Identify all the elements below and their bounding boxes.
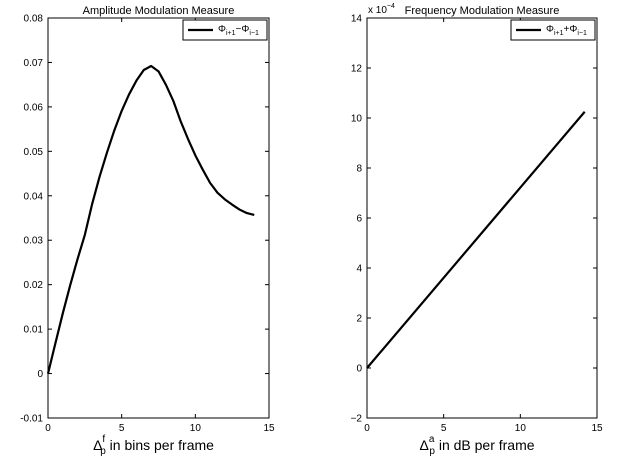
x-axis-label: Δf p in bins per frame	[93, 434, 214, 457]
y-tick-label: 0.07	[24, 58, 44, 69]
y-tick-label: 14	[351, 14, 363, 25]
legend-op: −Φ	[236, 24, 250, 35]
y-tick-label: 8	[356, 164, 362, 175]
y-tick-label: 0.03	[24, 236, 44, 247]
y-tick-label: 0.02	[24, 280, 44, 291]
x-tick-label: 5	[441, 423, 447, 434]
x-label-symbol: Δ	[419, 437, 428, 453]
y-tick-label: 0	[37, 369, 43, 380]
x-label-sup: f	[102, 434, 105, 445]
x-label-symbol: Δ	[93, 437, 102, 453]
x-axis-label: Δa p in dB per frame	[419, 434, 534, 457]
legend-phi: Φ	[218, 24, 226, 35]
y-tick-label: -0.01	[20, 414, 43, 425]
y-tick-label: 0.08	[24, 14, 44, 25]
y-tick-label: 0.04	[24, 191, 44, 202]
x-tick-label: 0	[45, 423, 51, 434]
x-label-text: in dB per frame	[435, 437, 535, 453]
y-scale-exponent: −4	[387, 3, 395, 10]
legend: Φi+1+Φi−1	[510, 19, 596, 41]
legend: Φi+1−Φi−1	[182, 19, 268, 41]
chart-title: Amplitude Modulation Measure	[83, 5, 235, 17]
y-tick-label: 0.01	[24, 325, 44, 336]
y-tick-label: 12	[351, 64, 363, 75]
y-tick-label: 6	[356, 214, 362, 225]
x-tick-label: 0	[364, 423, 370, 434]
legend-box	[510, 19, 596, 41]
y-scale-label: x 10−4	[368, 3, 395, 16]
y-scale-base: x 10	[368, 5, 387, 16]
legend-sub-2: i−1	[577, 30, 587, 37]
legend-sub-1: i+1	[226, 30, 236, 37]
x-tick-label: 15	[591, 423, 603, 434]
series-line-1	[46, 64, 255, 374]
y-tick-label: 2	[356, 314, 362, 325]
legend-label: Φi+1+Φi−1	[546, 24, 587, 37]
y-tick-label: 0.05	[24, 147, 44, 158]
y-tick-label: −2	[351, 414, 363, 425]
axes-frame	[366, 17, 598, 419]
y-tick-label: 0.06	[24, 102, 44, 113]
x-label-sup: a	[429, 434, 435, 445]
x-tick-label: 10	[515, 423, 527, 434]
axes-frame	[47, 17, 270, 419]
x-tick-label: 15	[263, 423, 275, 434]
legend-label: Φi+1−Φi−1	[218, 24, 259, 37]
legend-sub-2: i−1	[249, 30, 259, 37]
y-tick-label: 10	[351, 114, 363, 125]
legend-sub-1: i+1	[554, 30, 564, 37]
x-tick-label: 10	[190, 423, 202, 434]
legend-box	[182, 19, 268, 41]
chart-title: Frequency Modulation Measure	[405, 5, 560, 17]
y-tick-label: 4	[356, 264, 362, 275]
x-tick-label: 5	[119, 423, 125, 434]
y-tick-label: 0	[356, 364, 362, 375]
legend-op: +Φ	[564, 24, 578, 35]
x-label-sub: p	[100, 446, 106, 457]
series-line-1	[366, 111, 586, 369]
x-label-sub: p	[429, 446, 435, 457]
legend-phi: Φ	[546, 24, 554, 35]
x-label-text: in bins per frame	[106, 437, 214, 453]
